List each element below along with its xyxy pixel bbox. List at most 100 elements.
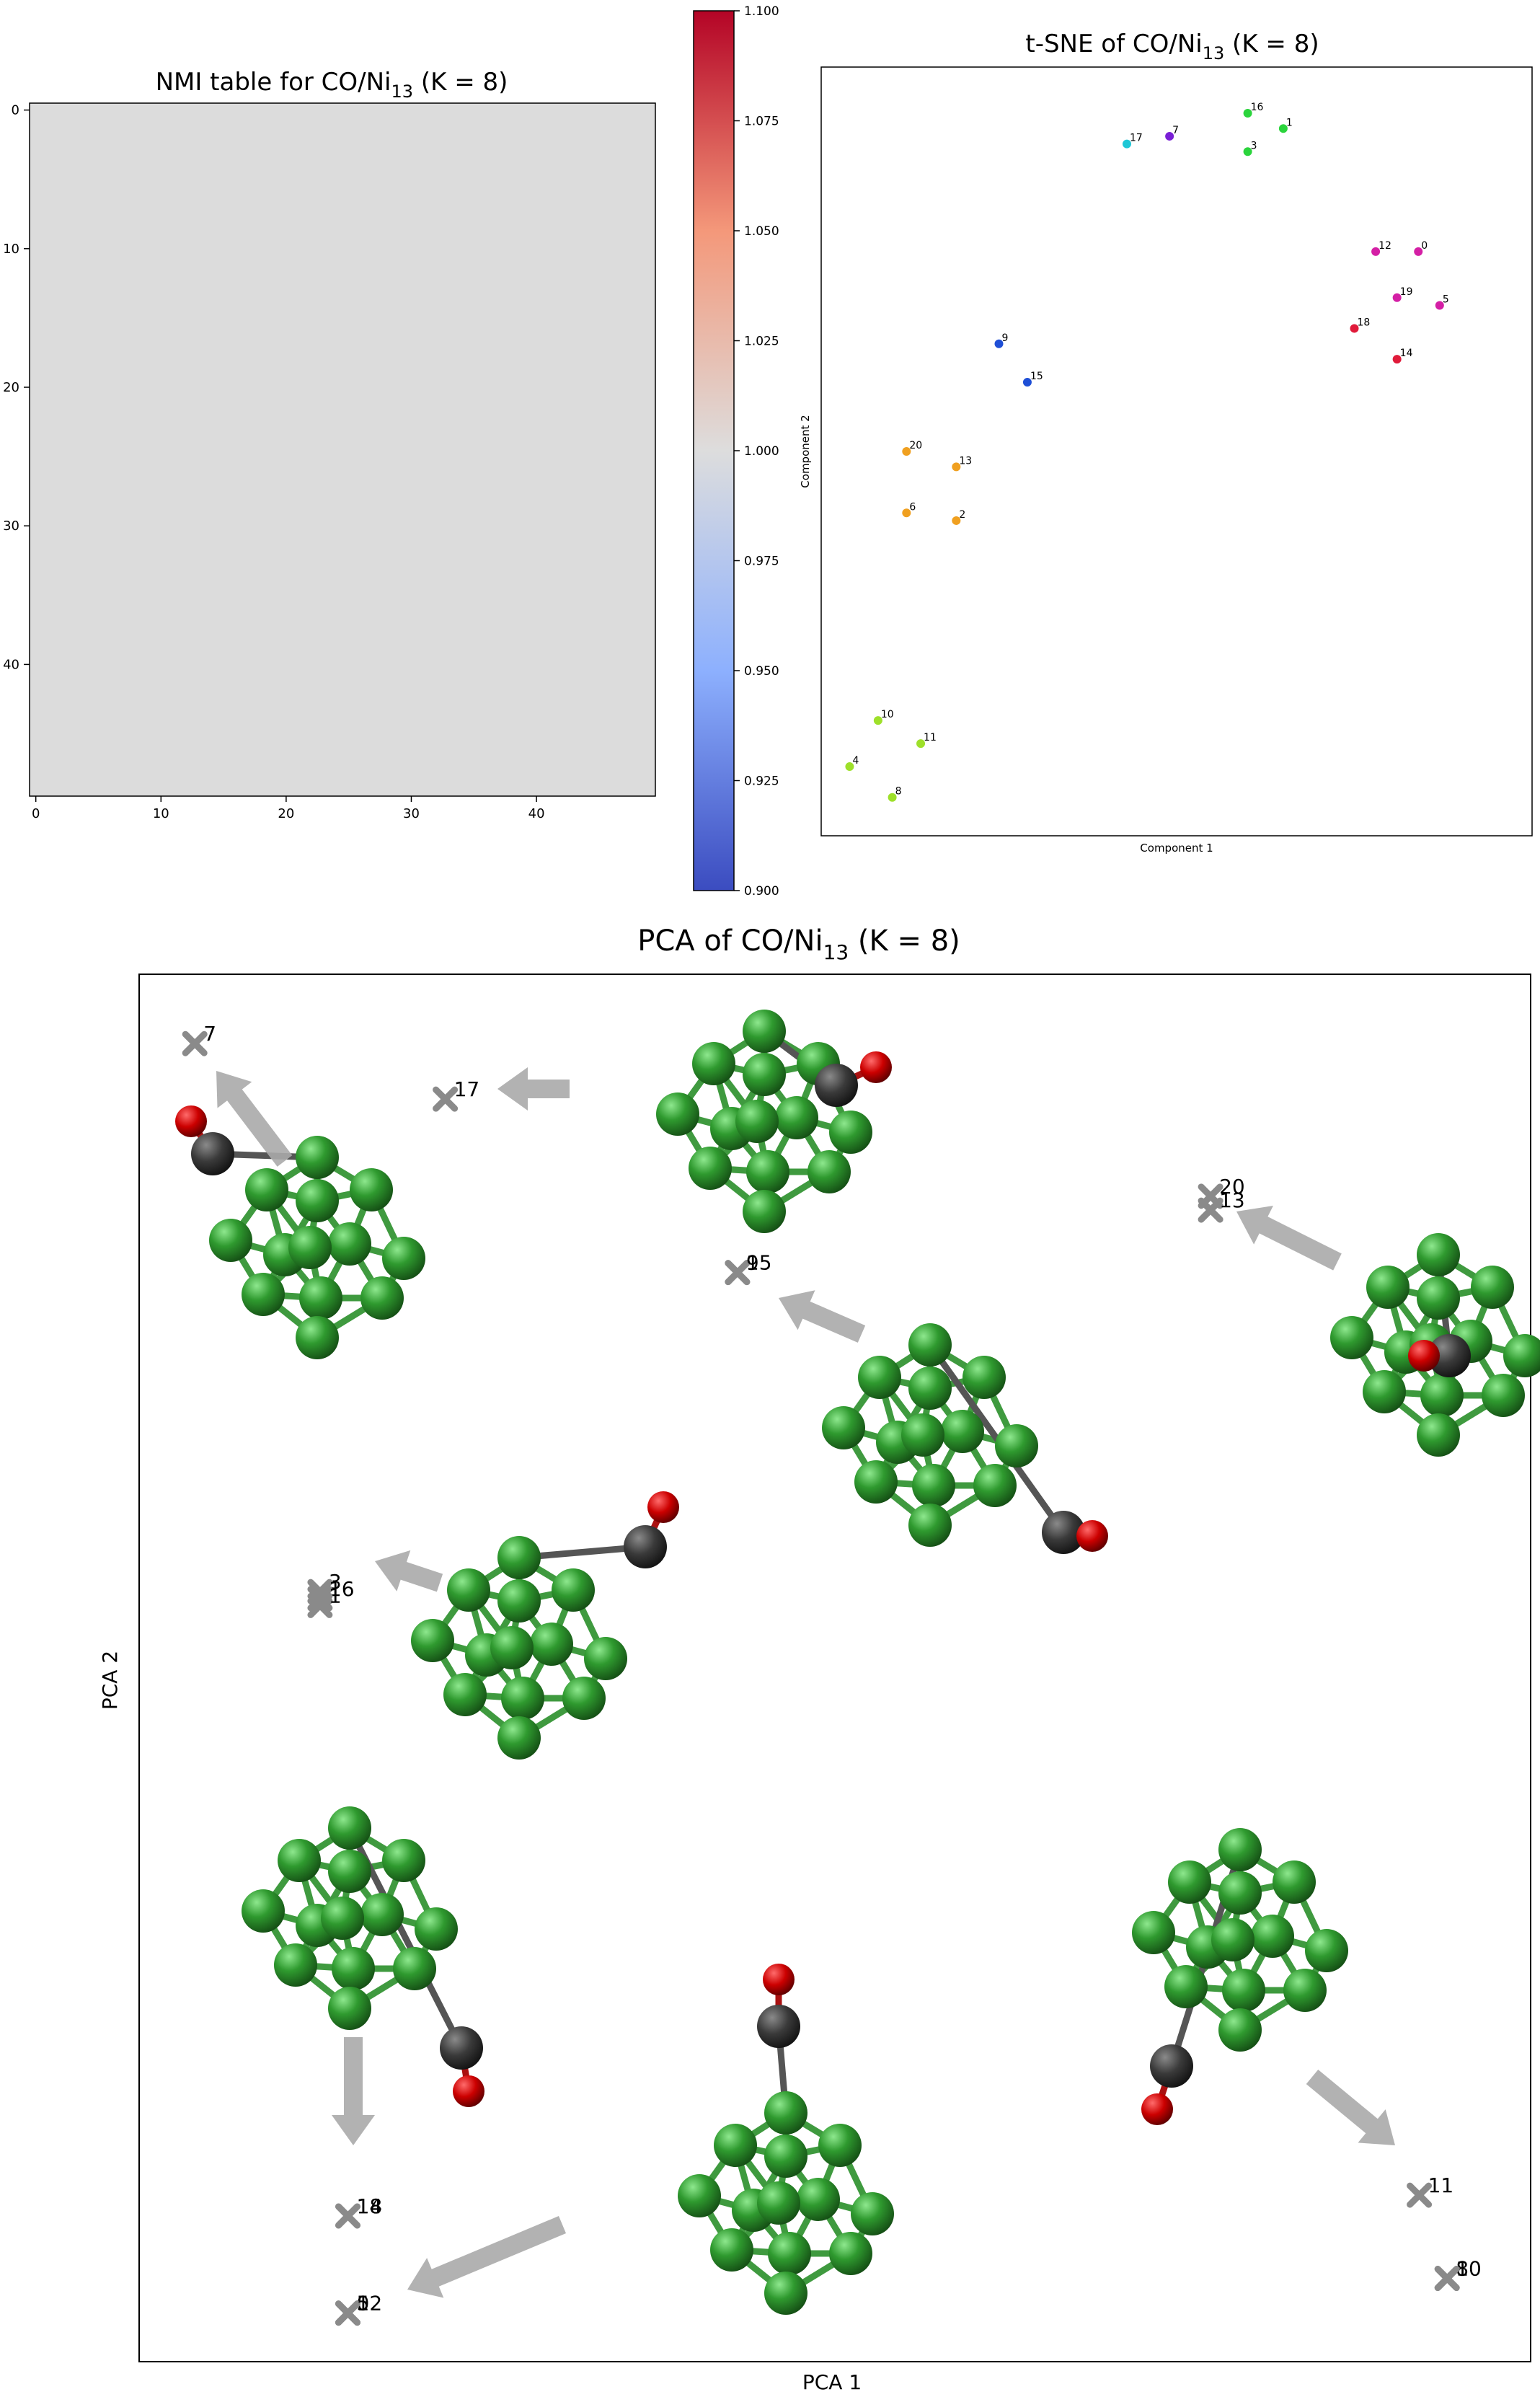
ni-atom xyxy=(818,2124,862,2167)
ni-atom xyxy=(973,1464,1017,1507)
ni-atom xyxy=(829,1111,872,1154)
ni-atom xyxy=(829,2232,872,2275)
ni-atom xyxy=(447,1568,490,1612)
cluster-arrow xyxy=(375,1550,443,1592)
cluster-arrow xyxy=(779,1290,866,1343)
ni-atom xyxy=(328,1987,371,2030)
ni-atom xyxy=(274,1943,317,1987)
ni-atom xyxy=(1218,1871,1262,1915)
ni-atom xyxy=(710,2228,753,2272)
carbon-atom xyxy=(1428,1334,1471,1377)
ni-atom xyxy=(1305,1929,1348,1972)
colorbar-tick-label: 0.975 xyxy=(744,555,779,569)
heatmap-x-tick-label: 30 xyxy=(403,806,420,821)
pca-point-label: 11 xyxy=(1428,2173,1454,2197)
ni-atom xyxy=(278,1839,321,1882)
cluster-arrow xyxy=(216,1071,293,1167)
tsne-point xyxy=(952,516,961,525)
ni-atom xyxy=(382,1237,425,1280)
ni-atom xyxy=(360,1276,404,1320)
oxygen-atom xyxy=(647,1491,679,1523)
ni13-cluster-illustration xyxy=(411,1491,679,1760)
cluster-arrow xyxy=(407,2216,567,2298)
heatmap-x-tick-label: 10 xyxy=(153,806,169,821)
ni-atom xyxy=(768,2232,811,2275)
cluster-arrows xyxy=(216,1067,1395,2298)
ni-atom xyxy=(393,1947,436,1990)
heatmap-y-tick-label: 20 xyxy=(3,380,19,395)
oxygen-atom xyxy=(453,2075,484,2107)
cluster-arrow xyxy=(332,2037,375,2145)
ni-atom xyxy=(854,1460,898,1504)
ni-atom xyxy=(1366,1266,1410,1309)
heatmap-x-tick-label: 20 xyxy=(278,806,294,821)
ni13-cluster-illustration xyxy=(678,1964,894,2315)
pca-point-label: 18 xyxy=(357,2194,383,2218)
colorbar-tick-label: 1.000 xyxy=(744,444,779,459)
ni-atom xyxy=(1164,1965,1208,2008)
tsne-point-label: 4 xyxy=(852,755,859,767)
tsne-point-label: 7 xyxy=(1172,125,1179,136)
tsne-point-label: 17 xyxy=(1130,133,1143,144)
pca-point-label: 15 xyxy=(746,1251,772,1275)
tsne-point-label: 13 xyxy=(959,455,972,467)
tsne-point-label: 15 xyxy=(1030,371,1043,382)
tsne-point xyxy=(873,716,882,725)
tsne-ylabel: Component 2 xyxy=(799,415,812,487)
ni-atom xyxy=(332,1947,375,1990)
tsne-point-label: 10 xyxy=(881,709,894,720)
pca-point xyxy=(307,1592,333,1618)
tsne-point-label: 3 xyxy=(1251,140,1257,151)
ni-atom xyxy=(743,1190,786,1233)
ni-atom xyxy=(1168,1860,1211,1904)
ni-atom xyxy=(1363,1370,1406,1413)
ni-atom xyxy=(908,1504,952,1547)
oxygen-atom xyxy=(860,1051,892,1083)
ni-atom xyxy=(497,1716,541,1760)
heatmap-y-tick-label: 10 xyxy=(3,242,19,257)
tsne-point xyxy=(952,462,961,472)
tsne-point-label: 16 xyxy=(1251,102,1264,113)
ni-atom xyxy=(530,1623,573,1666)
tsne-point xyxy=(1392,293,1402,302)
ni13-cluster-illustration xyxy=(656,1010,892,1233)
ni-atom xyxy=(1417,1276,1460,1320)
tsne-point xyxy=(1278,124,1288,133)
ni-atom xyxy=(851,2192,894,2235)
tsne-point xyxy=(902,508,911,518)
carbon-atom xyxy=(757,2005,800,2048)
pca-point xyxy=(335,2300,360,2326)
ni-atom xyxy=(411,1619,454,1662)
tsne-point xyxy=(1414,247,1423,256)
ni-atom xyxy=(1283,1969,1327,2012)
ni-atom xyxy=(714,2124,757,2167)
tsne-point xyxy=(1122,139,1131,149)
tsne-xlabel: Component 1 xyxy=(1140,842,1213,855)
ni-atom xyxy=(1417,1413,1460,1457)
ni-atom xyxy=(497,1536,541,1579)
tsne-point-label: 9 xyxy=(1002,332,1009,344)
heatmap-x-tick-label: 40 xyxy=(528,806,545,821)
ni-atom xyxy=(490,1626,534,1669)
tsne-point xyxy=(1371,247,1381,256)
ni-atom xyxy=(858,1356,901,1399)
ni-atom xyxy=(1222,1969,1265,2012)
tsne-title: t-SNE of CO/Ni13 (K = 8) xyxy=(1025,30,1319,63)
tsne-point-label: 5 xyxy=(1443,293,1449,305)
ni-atom xyxy=(743,1053,786,1096)
ni-atom xyxy=(288,1226,332,1269)
heatmap-y-tick-label: 40 xyxy=(3,657,19,672)
pca-point-label: 17 xyxy=(454,1077,480,1101)
tsne-point-label: 19 xyxy=(1400,286,1413,298)
pca-point-label: 12 xyxy=(357,2292,383,2316)
heatmap-y-ticks: 0 10 20 30 40 xyxy=(3,103,30,672)
tsne-point-label: 0 xyxy=(1421,240,1428,252)
ni-atom xyxy=(822,1406,865,1449)
ni-atom xyxy=(901,1413,944,1457)
ni-atom xyxy=(908,1367,952,1410)
tsne-point-label: 20 xyxy=(909,440,922,451)
tsne-point xyxy=(1392,355,1402,364)
pca-point-label: 20 xyxy=(1219,1175,1245,1198)
